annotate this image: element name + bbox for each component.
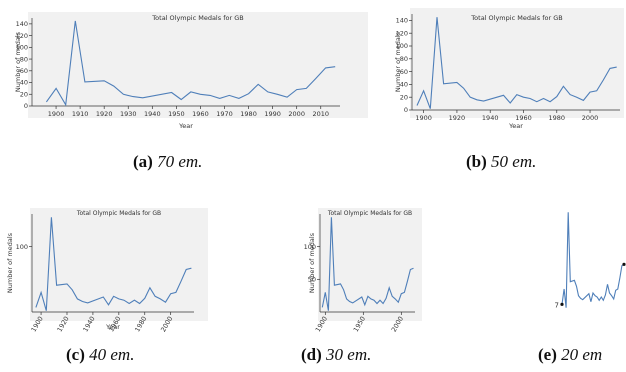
y-axis-label: Number of medals [394,31,402,92]
y-tick-label: 60 [20,67,28,75]
y-tick-label: 40 [20,79,28,87]
caption-d-label: (d) [301,345,322,364]
caption-a-label: (a) [133,152,153,171]
series-line [561,212,625,308]
chart-e: 76 [555,212,626,309]
chart-a: Total Olympic Medals for GB 1900 1910 1920 1… [14,12,368,130]
start-value-label: 7 [555,301,559,309]
caption-e: (e) 20 em [538,345,602,365]
y-tick-label: 20 [400,93,408,101]
x-axis-label: Year [105,323,120,331]
chart-title: Total Olympic Medals for GB [151,14,243,22]
caption-a-text: 70 em. [157,152,203,171]
x-tick-label: 1940 [144,110,161,118]
x-tick-label: 1960 [515,114,532,122]
x-tick-label: 1920 [96,110,113,118]
caption-d: (d) 30 em. [301,345,371,365]
plot-background [28,12,368,118]
x-axis-label: Year [178,122,193,130]
plot-background [318,208,422,321]
chart-panel-a: Total Olympic Medals for GB 1900 1910 1920 1… [0,0,370,130]
caption-d-text: 30 em. [326,345,372,364]
x-tick-label: 1980 [548,114,565,122]
y-tick-label: 100 [396,42,408,50]
x-tick-label: 1990 [264,110,281,118]
y-axis-label: Number of medals [14,31,22,92]
y-tick-label: 50 [308,276,316,284]
y-tick-label: 140 [396,17,408,25]
x-tick-label: 1930 [120,110,137,118]
x-tick-label: 2000 [288,110,305,118]
caption-c-label: (c) [66,345,85,364]
y-tick-label: 60 [400,68,408,76]
y-tick-label: 120 [396,29,408,37]
plot-background [410,8,624,118]
x-tick-label: 1980 [240,110,257,118]
chart-title: Total Olympic Medals for GB [470,14,562,22]
series-line [35,217,192,311]
y-tick-label: 140 [16,20,28,28]
x-tick-label: 1960 [192,110,209,118]
caption-a: (a) 70 em. [133,152,202,172]
caption-b-text: 50 em. [491,152,537,171]
x-axis-label: Year [508,122,523,130]
y-tick-label: 80 [400,55,408,63]
chart-panel-b: Total Olympic Medals for GB 1900 1920 1940 1… [380,0,626,130]
x-tick-label: 1950 [168,110,185,118]
y-tick-label: 100 [304,243,316,251]
x-tick-label: 1900 [314,315,329,333]
caption-c: (c) 40 em. [66,345,134,365]
y-tick-label: 100 [16,243,28,251]
y-axis-label: Number of medals [6,232,14,293]
y-tick-label: 40 [400,81,408,89]
y-tick-label: 120 [16,32,28,40]
y-axis-label: Number of medals [308,232,316,293]
caption-e-label: (e) [538,345,557,364]
x-tick-label: 2010 [312,110,329,118]
caption-c-text: 40 em. [89,345,135,364]
x-tick-label: 1940 [482,114,499,122]
y-tick-label: 100 [16,44,28,52]
chart-title: Total Olympic Medals for GB [76,210,161,217]
end-point-marker [622,262,626,266]
caption-b: (b) 50 em. [466,152,536,172]
y-tick-label: 20 [20,90,28,98]
chart-panel-e: 76 [540,205,626,320]
chart-panel-c: Total Olympic Medals for GB 1900 1920 1940 1… [0,200,210,335]
x-tick-label: 1900 [48,110,65,118]
series-line [416,17,617,109]
x-tick-label: 1910 [72,110,89,118]
y-tick-label: 80 [20,55,28,63]
plot-background [30,208,208,321]
caption-e-text: 20 em [561,345,603,364]
chart-panel-d: Total Olympic Medals for GB 1900 1950 2000 5… [304,200,430,335]
caption-b-label: (b) [466,152,487,171]
series-line [45,20,336,107]
start-point-marker [560,302,564,306]
y-tick-label: 0 [404,106,408,114]
x-tick-label: 1900 [415,114,432,122]
y-tick-label: 0 [24,102,28,110]
chart-b: Total Olympic Medals for GB 1900 1920 1940 1… [394,8,624,130]
chart-title: Total Olympic Medals for GB [327,210,412,217]
x-tick-label: 1920 [449,114,466,122]
series-line [321,217,414,311]
x-tick-label: 2000 [582,114,599,122]
x-tick-label: 1970 [216,110,233,118]
